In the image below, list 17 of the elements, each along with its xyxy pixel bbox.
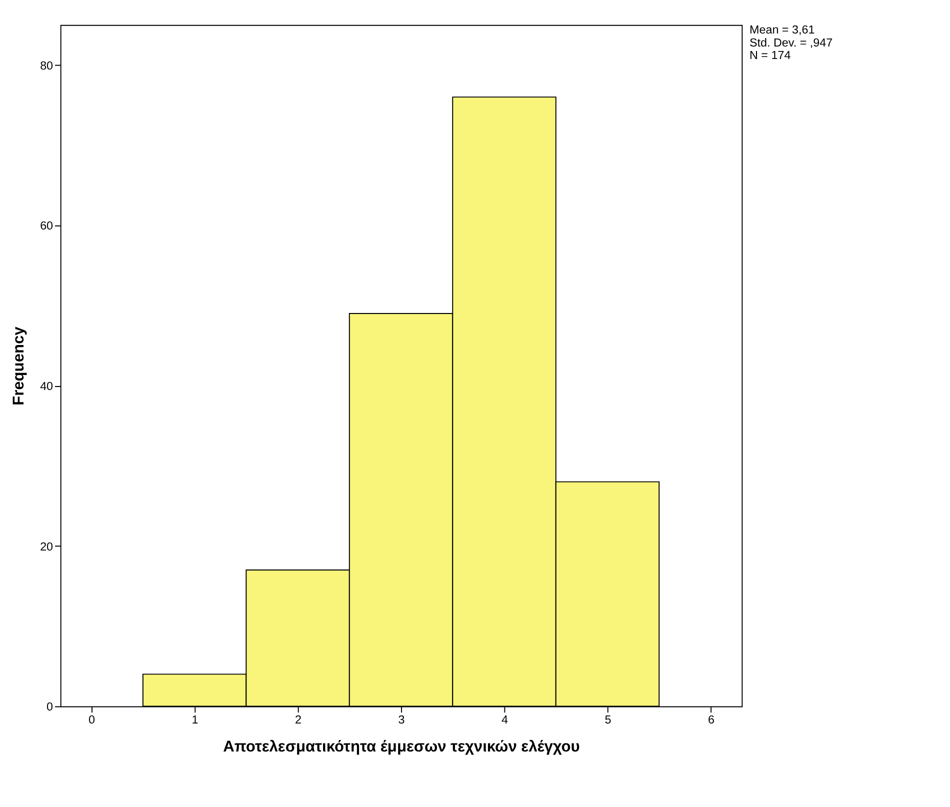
y-tick-label: 40 [40, 380, 54, 394]
text: Mean = 3,61 [749, 24, 815, 37]
x-tick-label: 6 [708, 713, 714, 726]
x-tick-label: 2 [295, 713, 302, 726]
y-axis-title: Frequency [10, 326, 28, 406]
x-tick-label: 4 [501, 713, 508, 726]
x-axis-title: Αποτελεσματικότητα έμμεσων τεχνικών ελέγχου [223, 738, 580, 756]
text: N = 174 [749, 48, 792, 62]
text: Std. Dev. = ,947 [749, 36, 833, 50]
x-tick-label: 1 [192, 713, 198, 726]
y-tick-label: 60 [40, 220, 54, 233]
y-tick-label: 20 [40, 540, 54, 554]
y-tick-label: 0 [46, 700, 54, 714]
x-tick-label: 3 [398, 713, 405, 726]
y-tick-label: 80 [40, 59, 54, 72]
x-tick-label: 5 [604, 713, 612, 726]
x-tick-label: 0 [88, 713, 96, 726]
